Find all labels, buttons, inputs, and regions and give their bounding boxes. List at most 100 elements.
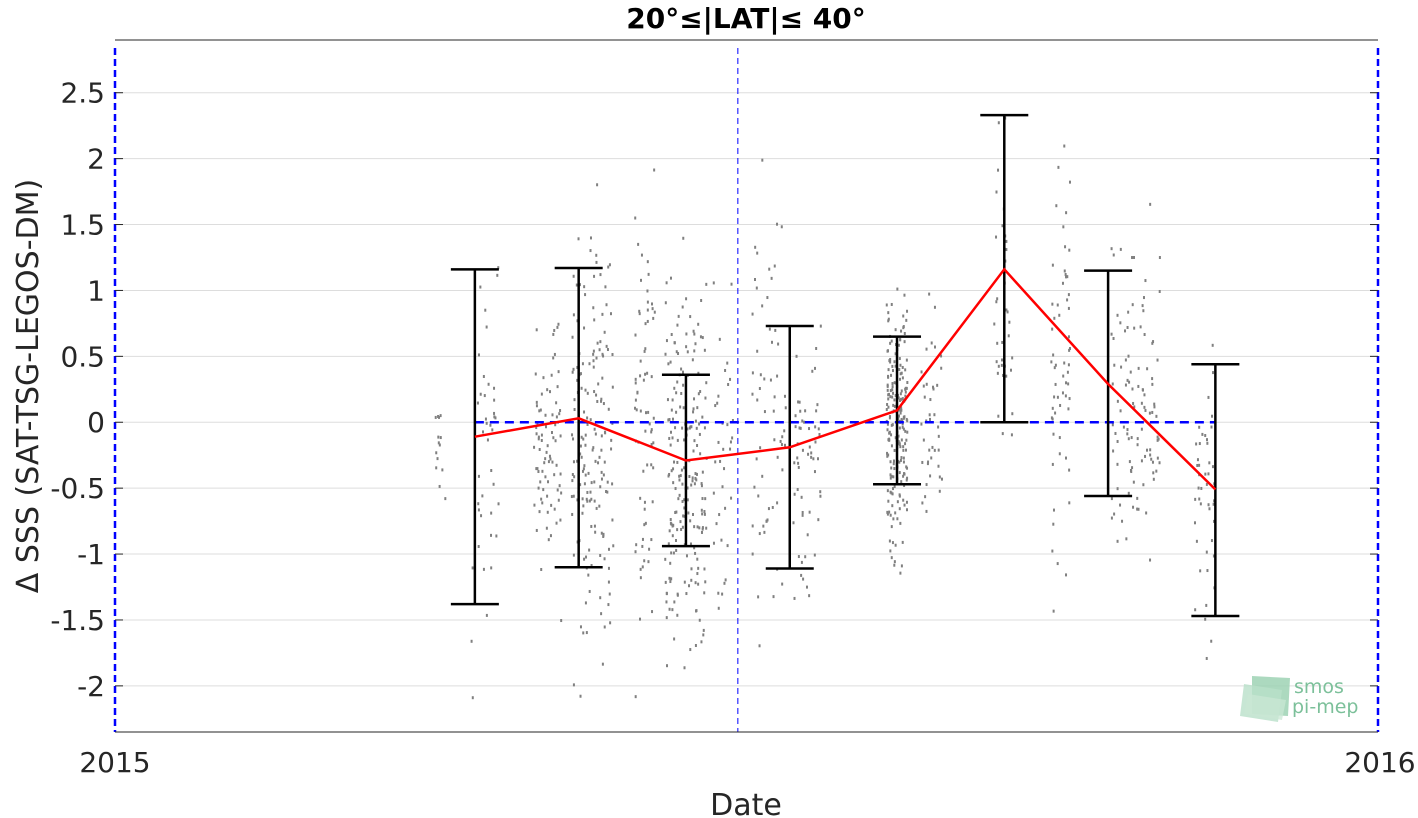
scatter-point bbox=[590, 497, 593, 501]
scatter-point bbox=[902, 427, 905, 431]
scatter-point bbox=[755, 457, 758, 461]
scatter-point bbox=[602, 533, 605, 537]
scatter-point bbox=[592, 446, 595, 450]
scatter-point bbox=[695, 478, 698, 482]
scatter-point bbox=[1125, 537, 1128, 541]
scatter-point bbox=[905, 478, 908, 482]
scatter-point bbox=[675, 548, 678, 552]
scatter-point bbox=[1199, 569, 1202, 573]
scatter-point bbox=[891, 423, 894, 427]
scatter-point bbox=[889, 341, 892, 345]
scatter-point bbox=[1064, 273, 1067, 277]
scatter-point bbox=[1140, 401, 1143, 405]
scatter-point bbox=[1195, 539, 1198, 543]
scatter-point bbox=[493, 411, 496, 415]
scatter-point bbox=[776, 455, 779, 459]
scatter-point bbox=[1052, 353, 1055, 357]
scatter-point bbox=[758, 386, 761, 390]
scatter-point bbox=[482, 374, 485, 378]
scatter-point bbox=[886, 428, 889, 432]
scatter-point bbox=[906, 309, 909, 313]
scatter-point bbox=[581, 362, 584, 366]
scatter-point bbox=[894, 436, 897, 440]
scatter-point bbox=[1110, 516, 1113, 520]
scatter-point bbox=[693, 332, 696, 336]
scatter-point bbox=[1067, 293, 1070, 297]
scatter-point bbox=[642, 378, 645, 382]
scatter-point bbox=[540, 433, 543, 437]
scatter-point bbox=[1206, 569, 1209, 573]
scatter-point bbox=[683, 580, 686, 584]
scatter-point bbox=[1128, 380, 1131, 384]
scatter-point bbox=[599, 340, 602, 344]
scatter-point bbox=[781, 435, 784, 439]
scatter-point bbox=[1059, 403, 1062, 407]
scatter-point bbox=[898, 507, 901, 511]
scatter-point bbox=[673, 637, 676, 641]
scatter-point bbox=[1052, 522, 1055, 526]
scatter-point bbox=[1140, 427, 1143, 431]
scatter-point bbox=[1212, 371, 1215, 375]
scatter-point bbox=[938, 475, 941, 479]
scatter-point bbox=[643, 507, 646, 511]
scatter-point bbox=[688, 474, 691, 478]
scatter-point bbox=[676, 323, 679, 327]
scatter-point bbox=[494, 416, 497, 420]
scatter-point bbox=[798, 426, 801, 430]
scatter-point bbox=[535, 404, 538, 408]
scatter-point bbox=[1198, 497, 1201, 501]
scatter-point bbox=[890, 339, 893, 343]
scatter-point bbox=[692, 407, 695, 411]
scatter-point bbox=[700, 530, 703, 534]
scatter-point bbox=[1126, 378, 1129, 382]
scatter-point bbox=[584, 293, 587, 297]
scatter-point bbox=[905, 417, 908, 421]
scatter-point bbox=[637, 242, 640, 246]
scatter-point bbox=[721, 485, 724, 489]
scatter-point bbox=[1204, 472, 1207, 476]
scatter-point bbox=[576, 378, 579, 382]
scatter-point bbox=[1158, 289, 1161, 293]
scatter-point bbox=[552, 436, 555, 440]
scatter-point bbox=[796, 488, 799, 492]
scatter-point bbox=[905, 508, 908, 512]
scatter-point bbox=[638, 309, 641, 313]
scatter-point bbox=[905, 358, 908, 362]
scatter-point bbox=[898, 377, 901, 381]
scatter-point bbox=[1200, 486, 1203, 490]
scatter-point bbox=[704, 396, 707, 400]
scatter-point bbox=[678, 493, 681, 497]
scatter-point bbox=[677, 497, 680, 501]
scatter-point bbox=[892, 462, 895, 466]
scatter-point bbox=[936, 383, 939, 387]
scatter-point bbox=[665, 591, 668, 595]
scatter-point bbox=[780, 225, 783, 229]
scatter-point bbox=[892, 459, 895, 463]
scatter-point bbox=[701, 336, 704, 340]
scatter-point bbox=[906, 476, 909, 480]
scatter-point bbox=[588, 589, 591, 593]
scatter-point bbox=[751, 392, 754, 396]
scatter-point bbox=[896, 287, 899, 291]
scatter-point bbox=[795, 354, 798, 358]
scatter-point bbox=[937, 448, 940, 452]
scatter-point bbox=[603, 625, 606, 629]
scatter-point bbox=[1066, 370, 1069, 374]
scatter-point bbox=[590, 481, 593, 485]
scatter-point bbox=[497, 502, 500, 506]
scatter-point bbox=[1053, 366, 1056, 370]
scatter-point bbox=[583, 410, 586, 414]
scatter-point bbox=[888, 359, 891, 363]
scatter-point bbox=[546, 510, 549, 514]
scatter-point bbox=[893, 484, 896, 488]
scatter-point bbox=[1001, 432, 1004, 436]
scatter-point bbox=[1150, 457, 1153, 461]
scatter-point bbox=[490, 533, 493, 537]
scatter-point bbox=[673, 386, 676, 390]
scatter-point bbox=[763, 410, 766, 414]
scatter-point bbox=[607, 547, 610, 551]
scatter-point bbox=[899, 411, 902, 415]
scatter-point bbox=[542, 488, 545, 492]
scatter-point bbox=[698, 422, 701, 426]
scatter-point bbox=[554, 423, 557, 427]
